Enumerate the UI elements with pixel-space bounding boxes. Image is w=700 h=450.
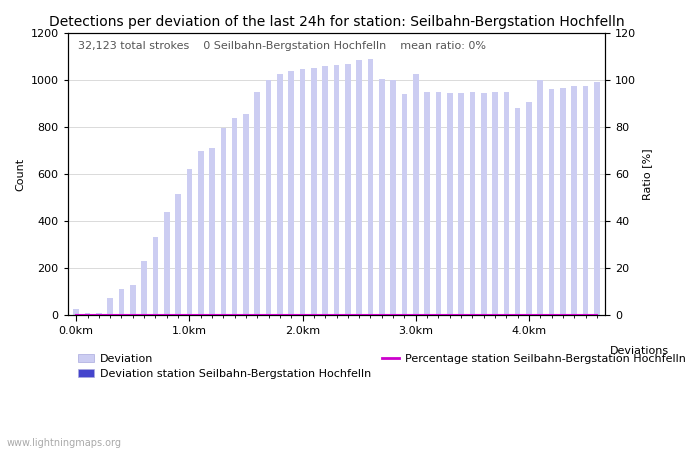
Bar — [594, 82, 600, 315]
Bar — [153, 237, 158, 315]
Bar — [549, 90, 554, 315]
Bar — [311, 68, 316, 315]
Bar — [538, 80, 543, 315]
Bar — [514, 108, 521, 315]
Bar — [356, 60, 362, 315]
Bar — [130, 285, 136, 315]
Text: Deviations: Deviations — [610, 346, 668, 356]
Bar — [503, 92, 509, 315]
Bar — [74, 310, 79, 315]
Bar — [458, 93, 464, 315]
Text: 32,123 total strokes    0 Seilbahn-Bergstation Hochfelln    mean ratio: 0%: 32,123 total strokes 0 Seilbahn-Bergstat… — [78, 41, 486, 51]
Bar — [266, 80, 272, 315]
Title: Detections per deviation of the last 24h for station: Seilbahn-Bergstation Hochf: Detections per deviation of the last 24h… — [49, 15, 624, 29]
Bar — [391, 80, 396, 315]
Bar — [402, 94, 407, 315]
Bar — [571, 86, 577, 315]
Bar — [255, 92, 260, 315]
Bar — [447, 93, 453, 315]
Bar — [164, 212, 169, 315]
Bar — [323, 66, 328, 315]
Bar — [424, 92, 430, 315]
Bar — [232, 117, 237, 315]
Bar — [345, 63, 351, 315]
Bar — [175, 194, 181, 315]
Y-axis label: Count: Count — [15, 158, 25, 191]
Bar — [209, 148, 215, 315]
Bar — [277, 74, 283, 315]
Legend: Deviation, Deviation station Seilbahn-Bergstation Hochfelln, Percentage station : Deviation, Deviation station Seilbahn-Be… — [74, 349, 690, 383]
Bar — [492, 92, 498, 315]
Bar — [220, 128, 226, 315]
Bar — [582, 86, 589, 315]
Bar — [243, 114, 248, 315]
Bar — [560, 88, 566, 315]
Bar — [96, 313, 101, 315]
Bar — [413, 74, 419, 315]
Bar — [118, 289, 125, 315]
Bar — [187, 170, 192, 315]
Bar — [288, 71, 294, 315]
Bar — [85, 313, 90, 315]
Bar — [198, 151, 204, 315]
Bar — [300, 69, 305, 315]
Bar — [481, 93, 486, 315]
Bar — [470, 92, 475, 315]
Y-axis label: Ratio [%]: Ratio [%] — [642, 148, 652, 200]
Bar — [141, 261, 147, 315]
Bar — [368, 59, 373, 315]
Bar — [526, 102, 532, 315]
Text: www.lightningmaps.org: www.lightningmaps.org — [7, 438, 122, 448]
Bar — [435, 92, 441, 315]
Bar — [107, 298, 113, 315]
Bar — [379, 79, 384, 315]
Bar — [334, 65, 340, 315]
